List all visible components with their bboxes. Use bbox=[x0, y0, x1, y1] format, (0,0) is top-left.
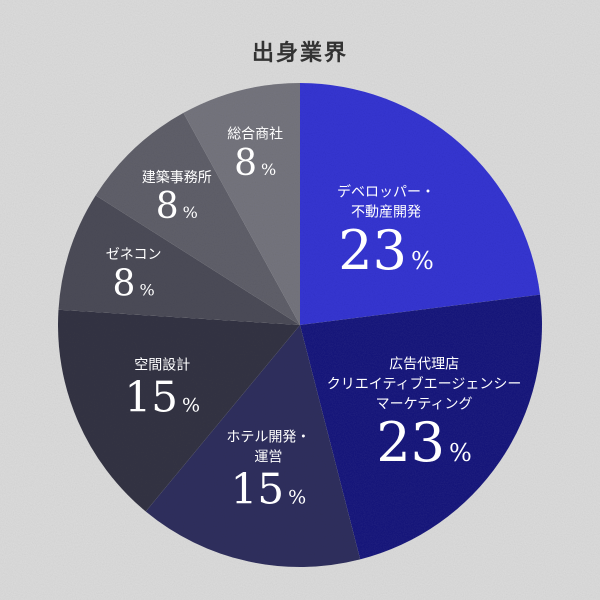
slice-label: ゼネコン bbox=[106, 247, 162, 263]
slice-value: 15% bbox=[231, 464, 307, 513]
slice-value: 8% bbox=[234, 143, 276, 184]
slice-label: マーケティング bbox=[376, 396, 473, 412]
slice-value: 8% bbox=[113, 263, 155, 304]
slice-label: 空間設計 bbox=[134, 358, 190, 374]
slice-label: ホテル開発・ bbox=[226, 430, 310, 446]
pie-slice bbox=[58, 309, 301, 512]
slice-label: 運営 bbox=[254, 450, 282, 466]
slice-label: 不動産開発 bbox=[351, 205, 421, 221]
pie-slice bbox=[58, 195, 301, 325]
chart-title: 出身業界 bbox=[252, 40, 348, 66]
slice-label: 建築事務所 bbox=[142, 170, 212, 186]
slice-value: 23% bbox=[338, 219, 434, 282]
slice-value: 15% bbox=[125, 372, 201, 421]
slice-label: 広告代理店 bbox=[389, 356, 459, 372]
slice-value: 23% bbox=[376, 411, 472, 474]
pie-slices bbox=[58, 83, 542, 568]
slice-label: クリエイティブエージェンシー bbox=[327, 375, 522, 392]
pie-slice bbox=[183, 83, 300, 325]
slice-label: デベロッパー・ bbox=[337, 184, 435, 201]
pie-slice bbox=[95, 112, 300, 326]
pie-slice bbox=[300, 83, 541, 325]
slice-value: 8% bbox=[156, 186, 198, 227]
slice-label: 総合商社 bbox=[227, 127, 283, 143]
pie-slice bbox=[300, 294, 542, 560]
pie-slice bbox=[145, 325, 361, 568]
